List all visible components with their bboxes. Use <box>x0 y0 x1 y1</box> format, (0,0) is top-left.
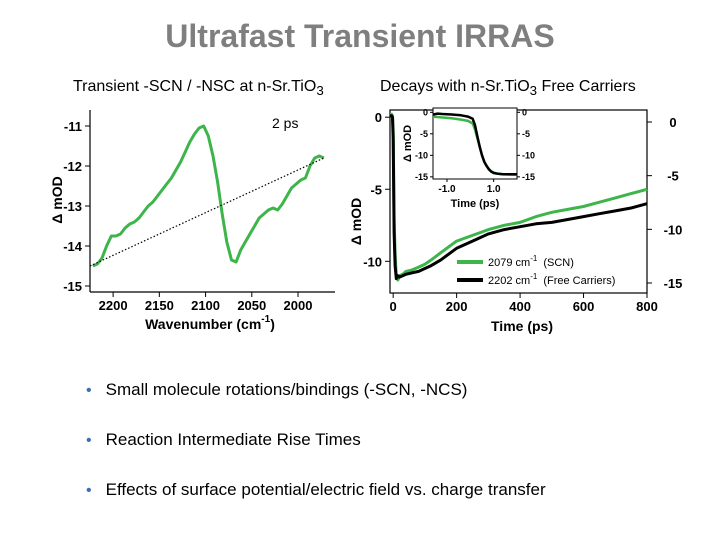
annotation-2ps: 2 ps <box>272 115 298 131</box>
bullet-dot-icon: • <box>86 432 92 449</box>
x-tick-label: 2000 <box>284 298 313 313</box>
inset-y-tick-label: 0 <box>423 107 428 117</box>
plot-frame <box>389 109 648 294</box>
inset-right-y-tick-label: -10 <box>522 150 535 160</box>
right-y-tick-label: -5 <box>667 169 679 184</box>
x-tick-label: 2050 <box>237 298 266 313</box>
x-tick-label: 400 <box>509 299 531 314</box>
inset-y-tick-label: -10 <box>415 150 428 160</box>
slide-title: Ultrafast Transient IRRAS <box>165 18 555 54</box>
legend-label: 2202 cm-1 (Free Carriers) <box>488 272 615 287</box>
inset-y-axis-label: Δ mOD <box>402 125 414 162</box>
right-y-tick-label: -15 <box>664 276 683 291</box>
bullet-dot-icon: • <box>86 482 92 499</box>
x-tick-label: 200 <box>446 299 468 314</box>
inset-x-tick-label: 1.0 <box>487 184 501 195</box>
y-tick-label: -13 <box>63 199 82 214</box>
bullet-item: • Effects of surface potential/electric f… <box>86 478 546 528</box>
y-tick-label: -15 <box>63 279 82 294</box>
scn-decay-line <box>390 112 648 282</box>
inset-x-tick-label: -1.0 <box>438 184 456 195</box>
bullet-text: Reaction Intermediate Rise Times <box>105 430 361 449</box>
y-tick-label: -11 <box>64 119 82 134</box>
y-tick-label: -10 <box>363 254 382 269</box>
y-tick-label: -5 <box>370 182 382 197</box>
y-axis-label: Δ mOD <box>348 198 364 245</box>
y-tick-label: 0 <box>375 110 382 125</box>
left-chart-subtitle: Transient -SCN / -NSC at n-Sr.TiO3 <box>73 78 324 98</box>
inset-right-y-tick-label: -5 <box>522 129 530 139</box>
bullet-dot-icon: • <box>86 382 92 399</box>
inset-right-y-tick-label: 0 <box>522 107 527 117</box>
x-tick-label: 2200 <box>99 298 128 313</box>
bullet-item: • Reaction Intermediate Rise Times <box>86 428 546 478</box>
decay-chart: 0 200 400 600 800 0 -5 -10 0 -5 -10 -15 Time (ps) Δ m… <box>348 107 683 334</box>
x-tick-label: 0 <box>390 299 397 314</box>
right-chart-subtitle: Decays with n-Sr.TiO3 Free Carriers <box>380 78 636 98</box>
inset-y-tick-label: -15 <box>415 172 428 182</box>
x-tick-label: 2100 <box>191 298 220 313</box>
x-tick-label: 600 <box>573 299 595 314</box>
inset-y-tick-label: -5 <box>420 129 428 139</box>
right-subtitle-tail: Free Carriers <box>537 78 636 95</box>
bullet-text: Small molecule rotations/bindings (-SCN,… <box>105 380 468 399</box>
left-subtitle-subscript: 3 <box>316 83 324 99</box>
right-subtitle-subscript: 3 <box>529 83 538 99</box>
y-tick-label: -12 <box>63 159 82 174</box>
bullet-list: • Small molecule rotations/bindings (-SCN… <box>86 378 546 528</box>
right-y-tick-label: 0 <box>669 115 676 130</box>
free-carrier-decay-line <box>390 114 648 281</box>
bullet-item: • Small molecule rotations/bindings (-SCN… <box>86 378 546 428</box>
left-subtitle-text: Transient -SCN / -NSC at n-Sr.TiO <box>73 78 317 95</box>
bullet-text: Effects of surface potential/electric fi… <box>105 480 546 499</box>
right-y-tick-label: -10 <box>664 222 683 237</box>
spectrum-chart: 2200 2150 2100 2050 2000 -11 -12 -13 -14 -15 Waven… <box>49 110 335 332</box>
x-axis-label: Time (ps) <box>491 318 553 334</box>
baseline-dotted-line <box>89 157 325 267</box>
legend-label: 2079 cm-1 (SCN) <box>488 254 574 269</box>
x-tick-label: 800 <box>636 299 658 314</box>
spectrum-line <box>92 124 325 268</box>
inset-frame <box>432 107 518 180</box>
y-tick-label: -14 <box>63 239 83 254</box>
inset-right-y-tick-label: -15 <box>522 172 535 182</box>
y-axis-label: Δ mOD <box>49 176 65 223</box>
inset-free-carrier-line <box>432 112 517 176</box>
inset-x-axis-label: Time (ps) <box>451 198 500 210</box>
x-axis-label: Wavenumber (cm-1) <box>145 314 275 332</box>
x-tick-label: 2150 <box>145 298 174 313</box>
right-subtitle-text: Decays with n-Sr.TiO <box>380 78 530 95</box>
inset-plot: -1.0 1.0 0 -5 -10 -15 0 -5 -10 -15 Time (ps) Δ mOD <box>402 107 535 210</box>
